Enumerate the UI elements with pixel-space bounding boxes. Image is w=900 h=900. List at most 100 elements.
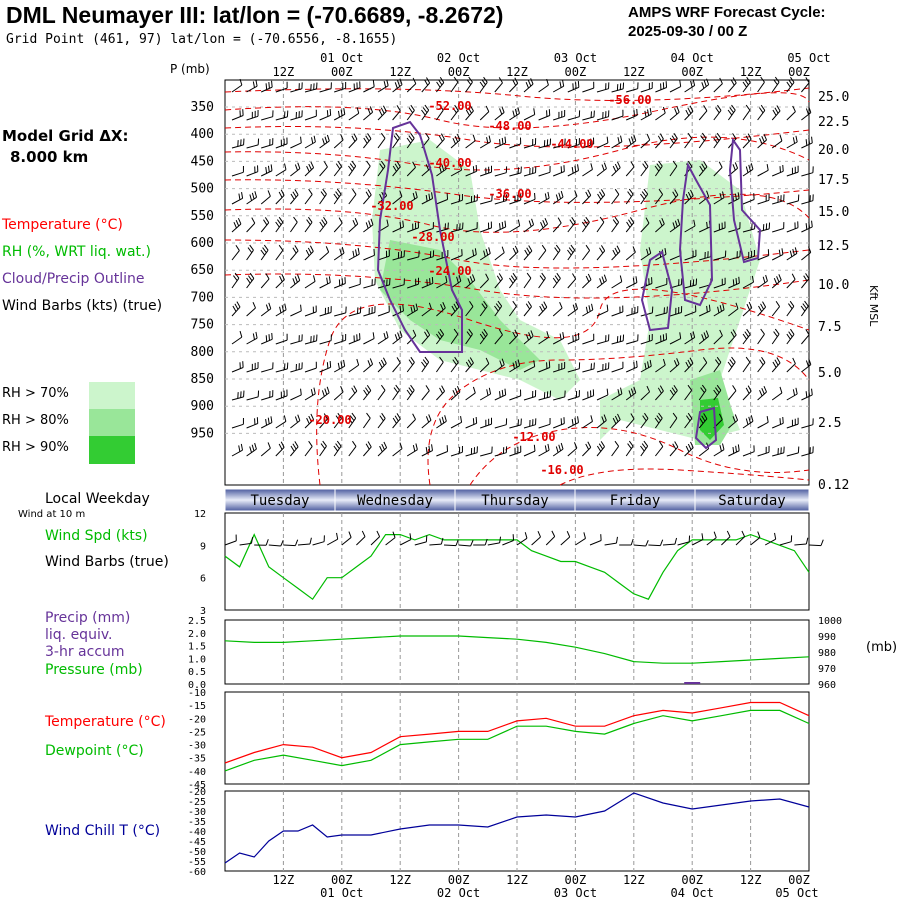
top-date-label: 02 Oct <box>437 51 480 65</box>
wind-barb <box>261 110 274 121</box>
legend-cloud: Cloud/Precip Outline <box>2 271 145 287</box>
wind-barb <box>611 387 623 401</box>
wind-barb <box>406 191 418 205</box>
wind-barb <box>260 273 270 289</box>
top-hour-label: 00Z <box>565 65 587 79</box>
wind-barb <box>260 416 273 429</box>
wind-barb <box>771 328 780 345</box>
wind-barb <box>684 441 694 457</box>
wind-barb <box>523 418 537 429</box>
top-hour-label: 00Z <box>788 65 810 79</box>
pressure-unit-label: (mb) <box>866 640 898 655</box>
wind-barb <box>261 390 274 401</box>
wind-barb <box>319 413 328 429</box>
wind-barb <box>509 166 522 177</box>
wind-barb <box>713 303 725 317</box>
wind-barb <box>436 76 445 93</box>
wind-barb <box>304 440 313 457</box>
temp-contour-label: -44.00 <box>550 137 593 151</box>
wind-barb <box>333 412 342 429</box>
wind-barb <box>392 190 403 205</box>
chart-panel <box>224 512 810 611</box>
wind-barb <box>260 244 269 261</box>
wind-barb <box>480 221 492 233</box>
wind-barb <box>611 135 623 149</box>
wind-barb <box>465 416 478 429</box>
wind-barb <box>669 358 680 373</box>
wind-barb <box>406 303 418 317</box>
wind-barb <box>801 329 810 345</box>
wind-barb <box>669 80 682 93</box>
wind-barb <box>377 132 386 149</box>
wind-barb <box>231 390 245 401</box>
wind-barb <box>713 329 723 345</box>
wind-barb <box>669 412 678 429</box>
wind-barb <box>290 110 303 121</box>
surface-wind-barb <box>516 532 528 546</box>
wind-barb <box>698 78 710 93</box>
wind-barb <box>713 443 725 457</box>
wind-barb <box>596 162 607 177</box>
wind-barb <box>567 442 578 457</box>
wind-barb <box>757 416 769 429</box>
wind-barb <box>319 188 327 205</box>
wind-barb <box>625 413 635 429</box>
wind-barb <box>713 384 722 401</box>
wind-barb <box>377 305 390 317</box>
wind-barb <box>698 330 709 345</box>
wind-barb <box>684 105 694 121</box>
wind-barb <box>640 217 650 233</box>
wind-barb <box>479 357 490 373</box>
rh90-region-right <box>700 398 724 440</box>
wind-barb <box>523 330 534 345</box>
wind-barb <box>494 358 505 373</box>
wind-barb <box>684 305 697 317</box>
wind-barb <box>436 301 446 317</box>
wind-barb <box>436 193 449 205</box>
surface-wind-barb <box>268 540 284 547</box>
wind-barb <box>246 244 254 261</box>
wind-barb <box>669 160 678 177</box>
wind-barb <box>421 250 435 261</box>
wind-speed-tick: 12 <box>194 509 206 520</box>
wind-barb <box>713 191 725 205</box>
wind-barb <box>786 387 798 401</box>
wind-barb <box>406 443 418 457</box>
wind-barb <box>728 444 740 457</box>
wind-barb <box>406 161 416 177</box>
wind-barb <box>655 440 664 457</box>
surface-wind-barb <box>779 535 793 546</box>
wind-barb <box>494 194 508 205</box>
wind-barb <box>407 221 419 233</box>
wind-barb <box>304 109 317 121</box>
wind-barb <box>392 442 403 457</box>
surface-wind-barb <box>224 534 237 546</box>
wind-barb <box>406 104 415 121</box>
wind-barb <box>333 133 344 149</box>
wind-barb <box>772 416 784 429</box>
wind-barb <box>436 328 445 345</box>
wind-barb <box>246 191 258 205</box>
wind-barb <box>363 278 376 289</box>
wind-barb <box>582 244 591 261</box>
wind-barb <box>698 105 708 121</box>
precip-bar <box>684 682 701 684</box>
surface-wind-barb <box>808 539 824 547</box>
wind-barb <box>523 78 534 93</box>
wind-barb <box>348 306 362 317</box>
top-hour-label: 12Z <box>273 65 295 79</box>
wind-barb <box>479 387 492 401</box>
wind-barb <box>669 106 680 121</box>
wind-barb <box>334 277 346 289</box>
wind-barb <box>523 272 532 289</box>
surface-wind-barb <box>429 537 444 546</box>
wind-barb <box>231 244 240 261</box>
temp-tick: -25 <box>188 727 206 738</box>
top-date-label: 03 Oct <box>554 51 597 65</box>
pressure-tick: 990 <box>818 632 836 643</box>
wind-barb <box>334 306 347 317</box>
wind-barb <box>363 306 376 317</box>
wind-10m-label: Wind at 10 m <box>18 509 86 520</box>
wind-speed-tick: 3 <box>200 606 206 617</box>
wind-barb <box>275 362 289 373</box>
